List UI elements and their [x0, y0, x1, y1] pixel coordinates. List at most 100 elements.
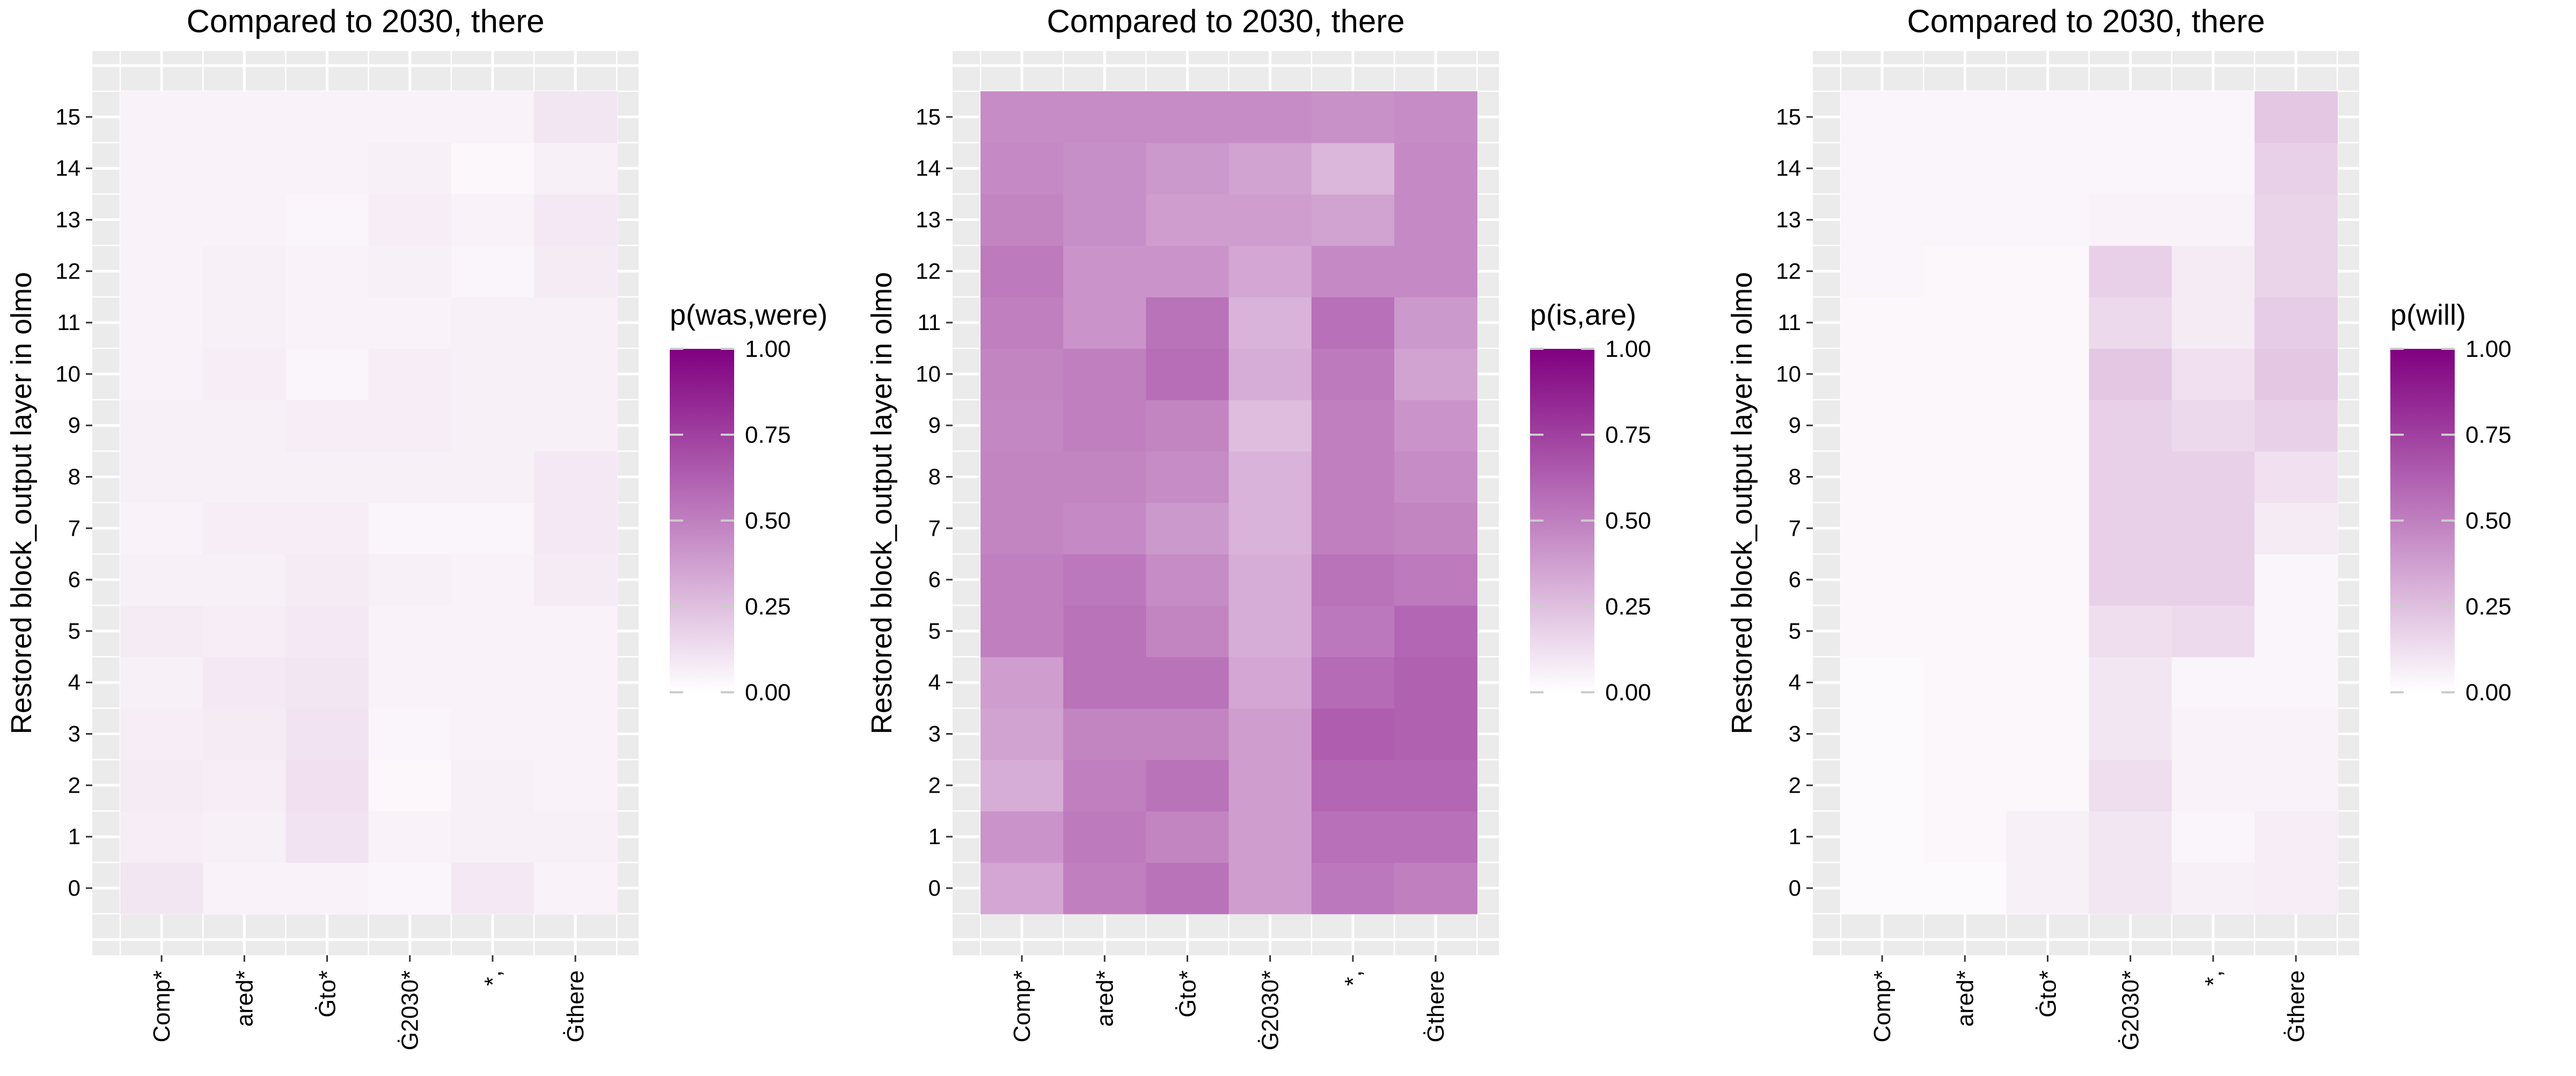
- y-tick-label: 9: [1789, 413, 1801, 438]
- heatmap-cell: [368, 451, 452, 503]
- heatmap-cell: [2255, 811, 2338, 863]
- chart-title: Compared to 2030, there: [186, 3, 544, 39]
- heatmap-cell: [120, 297, 203, 349]
- x-tick-label: Comp*: [1009, 970, 1035, 1043]
- legend-tick-label: 0.50: [2465, 508, 2512, 534]
- heatmap-cell: [980, 245, 1064, 297]
- heatmap-cell: [1228, 399, 1312, 452]
- x-tick-label: ared*: [231, 970, 258, 1027]
- heatmap-cell: [2089, 605, 2172, 657]
- heatmap-cell: [1394, 348, 1477, 400]
- heatmap-cell: [2006, 708, 2090, 760]
- heatmap-cell: [120, 142, 203, 195]
- y-tick-label: 0: [68, 875, 80, 901]
- y-tick-label: 2: [1789, 772, 1801, 797]
- heatmap-cell: [1394, 554, 1477, 606]
- heatmap-cell: [203, 194, 287, 246]
- heatmap-cell: [368, 297, 452, 349]
- heatmap-cell: [534, 142, 617, 195]
- heatmap-cell: [1923, 656, 2007, 709]
- y-tick-label: 6: [68, 567, 80, 592]
- heatmap-cell: [1311, 862, 1395, 914]
- heatmap-cell: [2171, 142, 2255, 195]
- y-tick-label: 9: [928, 413, 941, 438]
- heatmap-cell: [286, 605, 369, 657]
- legend-tick-label: 0.75: [745, 422, 791, 448]
- heatmap-cell: [534, 811, 617, 863]
- heatmap-cell: [1228, 811, 1312, 863]
- legend-tick-label: 1.00: [745, 336, 791, 362]
- heatmap-cell: [2255, 451, 2338, 503]
- heatmap-cell: [980, 811, 1064, 863]
- heatmap-cell: [2089, 656, 2172, 709]
- y-tick-label: 8: [928, 464, 941, 489]
- y-tick-label: 15: [916, 104, 941, 129]
- heatmap-cell: [368, 554, 452, 606]
- heatmap-cell: [2171, 245, 2255, 297]
- x-tick-label: Comp*: [1869, 970, 1896, 1043]
- heatmap-cell: [1841, 708, 1924, 760]
- y-tick-label: 10: [916, 361, 941, 386]
- heatmap-cell: [980, 297, 1064, 349]
- heatmap-cell: [1311, 502, 1395, 554]
- heatmap-cell: [2089, 399, 2172, 452]
- y-tick-label: 14: [1776, 156, 1801, 181]
- heatmap-cell: [2089, 451, 2172, 503]
- heatmap-cell: [451, 194, 535, 246]
- y-tick-label: 0: [1789, 875, 1801, 901]
- x-tick-label: Ġ2030*: [1257, 970, 1284, 1050]
- heatmap-cell: [1311, 451, 1395, 503]
- heatmap-cell: [2255, 656, 2338, 709]
- heatmap-cell: [451, 502, 535, 554]
- heatmap-cell: [368, 811, 452, 863]
- heatmap-cell: [1063, 554, 1147, 606]
- heatmap-cell: [2171, 399, 2255, 452]
- heatmap-cell: [1228, 348, 1312, 400]
- heatmap-cell: [534, 502, 617, 554]
- y-tick-label: 2: [68, 772, 80, 797]
- heatmap-cell: [286, 708, 369, 760]
- y-tick-label: 8: [1789, 464, 1801, 489]
- y-tick-label: 14: [916, 156, 941, 181]
- y-tick-label: 15: [1776, 104, 1801, 129]
- heatmap-cell: [286, 656, 369, 709]
- heatmap-cell: [1063, 708, 1147, 760]
- heatmap-cell: [120, 451, 203, 503]
- heatmap-cell: [120, 194, 203, 246]
- heatmap-cell: [1394, 91, 1477, 143]
- heatmap-cell: [203, 142, 287, 195]
- heatmap-cell: [534, 194, 617, 246]
- heatmap-cell: [1841, 194, 1924, 246]
- heatmap-cell: [1394, 399, 1477, 452]
- heatmap-cell: [1063, 605, 1147, 657]
- heatmap-cell: [2171, 451, 2255, 503]
- heatmap-cell: [2255, 91, 2338, 143]
- heatmap-cell: [120, 245, 203, 297]
- heatmap-cell: [451, 348, 535, 400]
- heatmap-cell: [1146, 605, 1230, 657]
- heatmap-cell: [1228, 297, 1312, 349]
- heatmap-cell: [120, 348, 203, 400]
- heatmap-cell: [286, 91, 369, 143]
- heatmap-cell: [534, 399, 617, 452]
- heatmap-cell: [368, 502, 452, 554]
- heatmap-cell: [451, 656, 535, 709]
- heatmap-cell: [203, 297, 287, 349]
- heatmap-cell: [1394, 297, 1477, 349]
- heatmap-cell: [1311, 297, 1395, 349]
- heatmap-cell: [1228, 91, 1312, 143]
- heatmap-cell: [1394, 605, 1477, 657]
- heatmap-cell: [120, 811, 203, 863]
- heatmap-cell: [534, 708, 617, 760]
- x-tick-label: Ġthere: [562, 970, 589, 1043]
- heatmap-cell: [1146, 451, 1230, 503]
- heatmap-cell: [1394, 194, 1477, 246]
- heatmap-cell: [980, 554, 1064, 606]
- y-tick-label: 13: [1776, 207, 1801, 232]
- heatmap-cell: [1311, 194, 1395, 246]
- heatmap-cell: [1394, 862, 1477, 914]
- heatmap-cell: [1841, 656, 1924, 709]
- heatmap-cell: [1841, 399, 1924, 452]
- heatmap-cell: [2006, 142, 2090, 195]
